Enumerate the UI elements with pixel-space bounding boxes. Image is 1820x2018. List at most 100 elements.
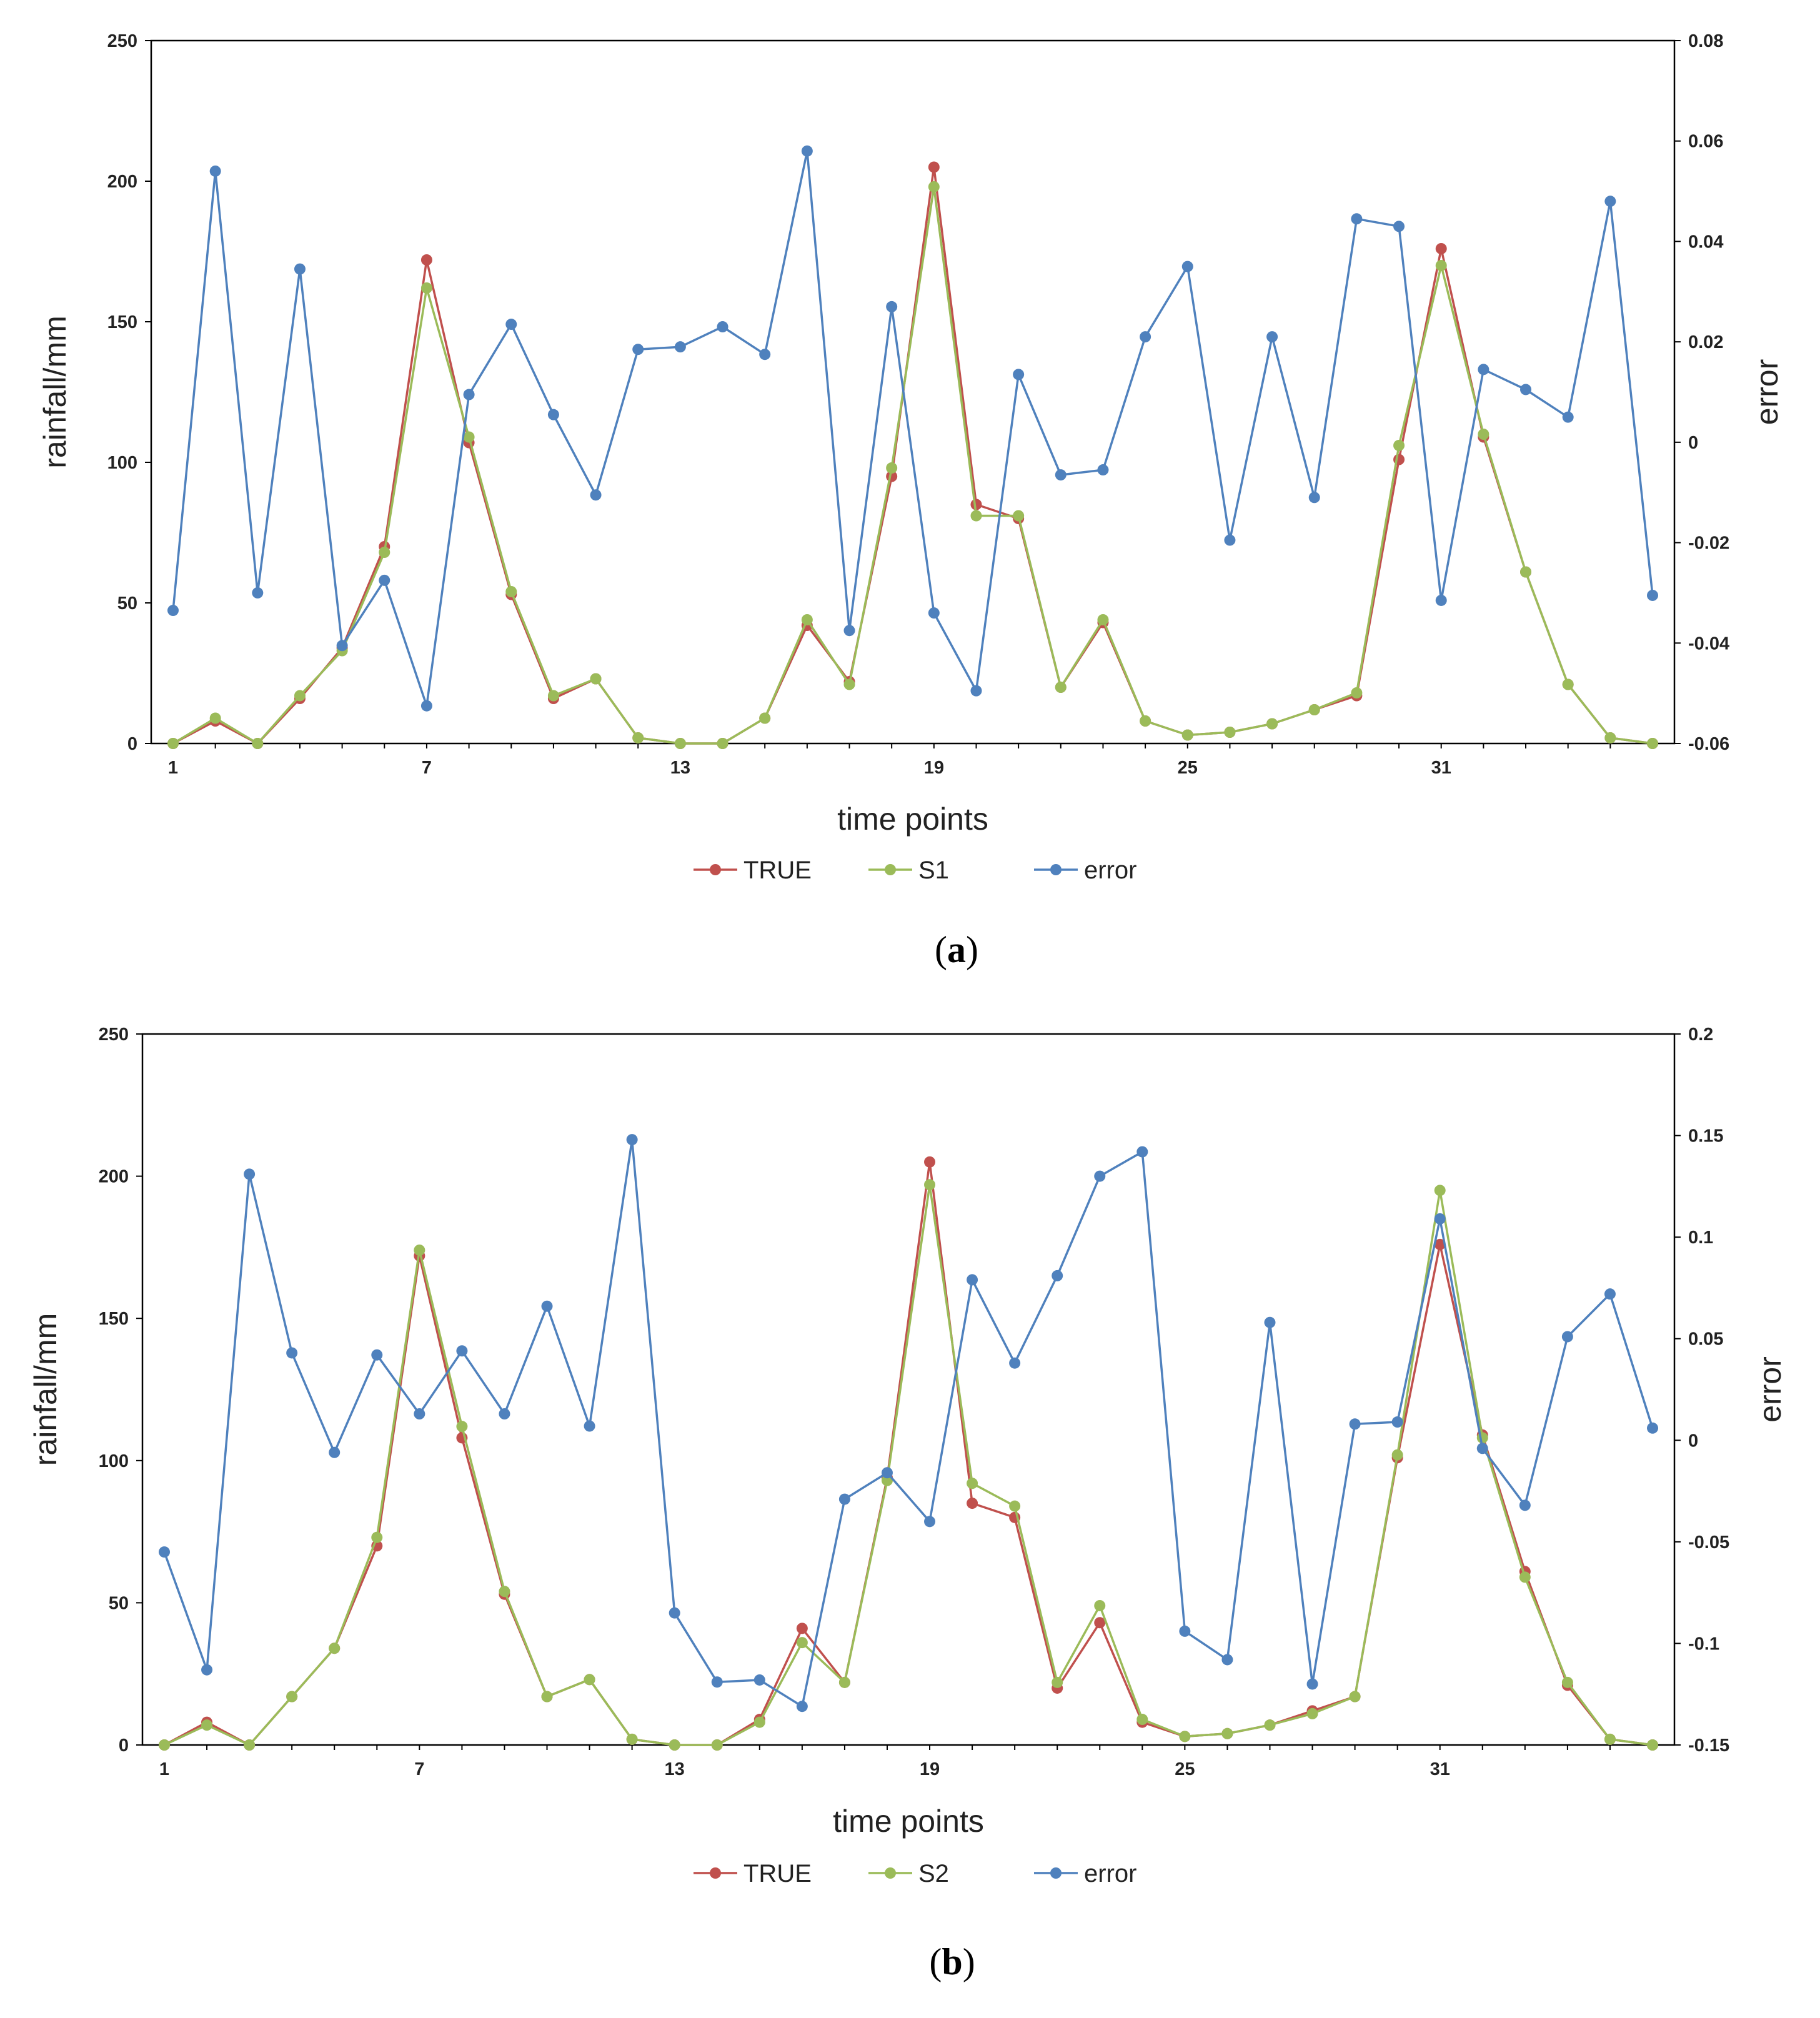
data-point-s1	[674, 738, 686, 749]
data-point-s1	[1647, 738, 1658, 749]
legend-label-true: TRUE	[743, 857, 812, 884]
right-axis-tick-label: 0	[1688, 433, 1698, 453]
data-point-error	[379, 574, 390, 586]
data-point-s1	[1140, 715, 1151, 727]
data-point-s1	[1055, 682, 1067, 693]
data-point-error	[717, 321, 728, 333]
data-point-s1	[547, 690, 559, 702]
right-axis-tick-label: 0.02	[1688, 332, 1723, 352]
data-point-s1	[1181, 729, 1193, 741]
data-point-error	[252, 587, 264, 599]
right-axis-tick-label: 0	[1688, 1431, 1698, 1451]
legend-label-error: error	[1084, 857, 1136, 884]
data-point-error	[1308, 492, 1320, 504]
data-point-s1	[252, 738, 264, 749]
legend-label-true: TRUE	[743, 1860, 812, 1887]
data-point-error	[1561, 1331, 1573, 1343]
left-axis-title: rainfall/mm	[28, 1313, 63, 1466]
data-point-s1	[1562, 678, 1574, 690]
data-point-s1	[1308, 704, 1320, 715]
right-axis-tick-label: 0.08	[1688, 31, 1723, 51]
left-axis-tick-label: 0	[127, 734, 137, 754]
right-axis-title: error	[1753, 1356, 1788, 1423]
data-point-s2	[924, 1179, 936, 1191]
data-point-error	[159, 1546, 170, 1558]
data-point-s1	[1013, 510, 1025, 522]
data-point-s1	[1435, 260, 1447, 271]
data-point-s1	[1351, 687, 1363, 698]
right-axis-tick-label: 0.1	[1688, 1228, 1713, 1248]
data-point-s2	[967, 1478, 978, 1489]
data-point-error	[1097, 464, 1109, 476]
data-point-error	[674, 341, 686, 353]
data-point-error	[590, 489, 602, 501]
left-axis-tick-label: 200	[99, 1167, 129, 1187]
data-point-error	[456, 1345, 468, 1357]
x-axis-tick-label: 13	[665, 1759, 685, 1779]
x-axis-tick-label: 31	[1431, 758, 1451, 778]
data-point-error	[1647, 1422, 1658, 1434]
data-point-error	[881, 1467, 893, 1479]
data-point-error	[1221, 1654, 1233, 1666]
data-point-error	[541, 1300, 553, 1312]
right-axis-tick-label: -0.04	[1688, 634, 1729, 654]
data-point-s2	[1094, 1599, 1106, 1611]
left-axis-tick-label: 0	[119, 1736, 129, 1756]
data-point-s2	[1306, 1707, 1318, 1719]
data-point-error	[1351, 213, 1363, 225]
data-point-s2	[456, 1421, 468, 1433]
data-point-error	[886, 301, 898, 312]
legend-label-s2: S2	[918, 1860, 949, 1887]
data-point-s2	[669, 1739, 680, 1751]
data-point-s1	[167, 738, 179, 749]
data-point-s2	[201, 1719, 213, 1731]
data-point-s1	[1520, 566, 1532, 578]
data-point-error	[1604, 196, 1616, 207]
data-point-s2	[753, 1716, 765, 1728]
data-point-true	[924, 1156, 936, 1168]
data-point-error	[1393, 221, 1405, 232]
x-axis-tick-label: 7	[422, 758, 432, 778]
data-point-error	[414, 1408, 425, 1420]
data-point-s2	[626, 1733, 638, 1745]
left-axis-tick-label: 200	[107, 172, 137, 192]
data-point-s2	[1136, 1714, 1148, 1726]
data-point-s2	[796, 1637, 808, 1649]
data-point-error	[244, 1168, 256, 1180]
data-point-error	[928, 607, 940, 619]
data-point-s1	[970, 510, 982, 522]
data-point-error	[329, 1446, 341, 1458]
data-point-s1	[1604, 732, 1616, 743]
data-point-true	[928, 161, 940, 173]
data-point-s1	[632, 732, 644, 743]
left-axis-tick-label: 250	[107, 31, 137, 51]
x-axis-tick-label: 7	[414, 1759, 424, 1779]
data-point-s1	[1097, 614, 1109, 625]
data-point-true	[420, 254, 432, 266]
data-point-s2	[1561, 1676, 1573, 1688]
data-point-s1	[801, 614, 813, 625]
data-point-error	[336, 640, 348, 652]
left-axis-tick-label: 100	[99, 1451, 129, 1471]
series-line-error	[163, 1138, 1654, 1707]
data-point-s1	[1393, 440, 1405, 451]
data-point-error	[843, 625, 855, 637]
data-point-s2	[1179, 1731, 1191, 1742]
right-axis-tick-label: -0.02	[1688, 534, 1729, 554]
data-point-error	[167, 605, 179, 617]
data-point-error	[753, 1674, 765, 1686]
data-point-error	[1136, 1146, 1148, 1158]
chart-a: 0 50 100 150 200 250 -0.06 -0.04 -0.02 0 0.02 0.04 0…	[37, 31, 1784, 970]
data-point-s1	[759, 712, 771, 724]
data-point-true	[796, 1623, 808, 1634]
left-axis-tick-label: 50	[109, 1593, 129, 1613]
data-point-error	[1647, 589, 1658, 601]
right-axis-tick-label: -0.05	[1688, 1533, 1729, 1553]
plot-area-border	[150, 39, 1676, 745]
legend-label-s1: S1	[918, 857, 949, 884]
data-point-s2	[1519, 1571, 1531, 1583]
data-point-s1	[717, 738, 728, 749]
data-point-error	[1519, 1499, 1531, 1511]
left-axis-title: rainfall/mm	[37, 316, 72, 468]
data-point-error	[209, 165, 221, 177]
